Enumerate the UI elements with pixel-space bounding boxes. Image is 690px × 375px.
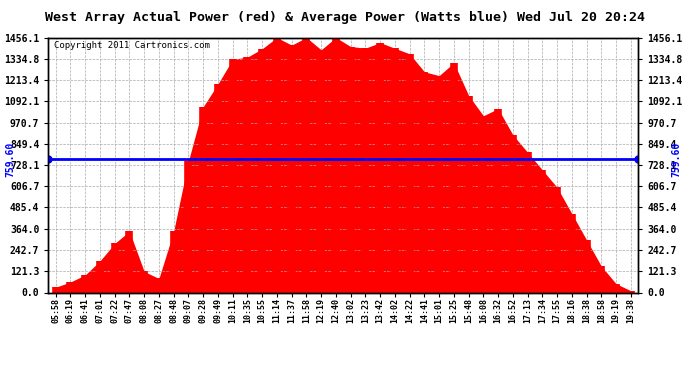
Text: West Array Actual Power (red) & Average Power (Watts blue) Wed Jul 20 20:24: West Array Actual Power (red) & Average …: [45, 11, 645, 24]
Text: 759.60: 759.60: [671, 142, 682, 177]
Text: 759.60: 759.60: [5, 142, 15, 177]
Text: Copyright 2011 Cartronics.com: Copyright 2011 Cartronics.com: [55, 41, 210, 50]
